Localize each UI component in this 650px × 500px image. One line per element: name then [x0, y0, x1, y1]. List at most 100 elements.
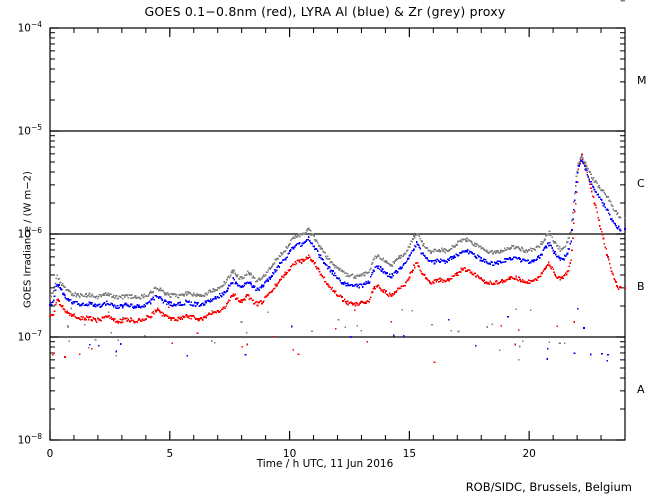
data-point	[178, 317, 181, 320]
data-point	[327, 258, 330, 261]
data-point	[95, 306, 97, 308]
data-point	[536, 258, 538, 261]
data-point	[350, 301, 352, 304]
data-point	[116, 304, 119, 307]
data-point	[519, 280, 522, 283]
data-point	[273, 268, 276, 271]
data-point	[388, 273, 391, 276]
data-point	[368, 300, 370, 303]
data-point	[351, 302, 353, 304]
data-point	[228, 276, 231, 279]
data-point	[230, 294, 233, 297]
data-point	[286, 247, 289, 250]
data-point	[291, 246, 294, 248]
data-point	[97, 317, 100, 320]
data-point	[477, 276, 480, 278]
data-point	[324, 280, 326, 283]
data-point	[529, 247, 532, 250]
data-point	[194, 294, 197, 297]
data-point	[254, 302, 256, 305]
data-point	[504, 260, 507, 263]
data-point	[387, 263, 390, 265]
data-point	[415, 232, 418, 235]
data-point	[572, 237, 574, 239]
data-point	[124, 302, 127, 305]
data-point	[458, 270, 461, 273]
data-point	[534, 259, 537, 261]
data-point	[166, 293, 168, 296]
data-point	[269, 278, 272, 280]
data-point	[60, 288, 63, 291]
data-point	[188, 317, 191, 319]
data-point	[525, 281, 528, 284]
data-point	[201, 302, 204, 305]
data-point	[542, 241, 545, 244]
data-point	[305, 232, 307, 234]
data-point	[58, 300, 60, 302]
data-point	[187, 315, 190, 317]
data-point	[106, 315, 109, 318]
data-point	[501, 250, 503, 253]
data-point	[147, 295, 149, 297]
data-point	[361, 286, 364, 288]
data-point	[493, 264, 495, 267]
data-point	[565, 273, 568, 276]
data-point	[447, 250, 449, 252]
data-point	[511, 276, 513, 279]
data-point	[161, 289, 164, 292]
data-point	[442, 250, 445, 253]
data-point	[616, 285, 618, 287]
data-point	[484, 259, 487, 261]
data-point	[280, 278, 282, 281]
data-point	[204, 300, 207, 303]
data-point	[464, 251, 466, 253]
data-point	[378, 257, 381, 260]
data-point	[349, 284, 351, 286]
data-point	[136, 297, 139, 299]
data-point	[171, 342, 173, 345]
data-point	[211, 309, 213, 312]
data-point	[66, 298, 68, 301]
data-point	[593, 188, 596, 191]
data-point	[67, 312, 69, 314]
data-point	[539, 243, 542, 245]
data-point	[146, 302, 148, 305]
data-point	[573, 210, 576, 213]
data-point	[231, 282, 234, 284]
data-point	[340, 270, 342, 272]
data-point	[205, 316, 208, 319]
x-tick-label: 15	[403, 448, 416, 460]
data-point	[195, 295, 198, 297]
data-point	[285, 273, 288, 276]
data-point	[583, 161, 586, 164]
data-point	[360, 272, 363, 275]
data-point	[168, 293, 171, 296]
data-point	[154, 295, 157, 297]
data-point	[375, 265, 378, 268]
data-point	[302, 232, 305, 235]
data-point	[104, 315, 107, 318]
data-point	[513, 278, 516, 281]
data-point	[147, 315, 149, 317]
data-point	[93, 295, 95, 298]
data-point	[338, 277, 341, 280]
data-point	[510, 247, 512, 249]
data-point	[557, 248, 560, 250]
data-point	[177, 316, 180, 319]
data-point	[532, 247, 535, 250]
data-point	[547, 348, 549, 350]
data-point	[330, 261, 333, 263]
x-tick-label: 0	[47, 448, 54, 460]
data-point	[342, 283, 345, 286]
data-point	[609, 218, 612, 220]
data-point	[559, 250, 562, 252]
data-point	[553, 241, 555, 244]
data-point	[547, 233, 550, 236]
data-point	[590, 173, 592, 176]
data-point	[507, 315, 509, 318]
data-point	[478, 277, 481, 280]
data-point	[202, 304, 205, 306]
data-point	[516, 257, 519, 260]
data-point	[344, 300, 347, 303]
data-point	[140, 305, 143, 308]
